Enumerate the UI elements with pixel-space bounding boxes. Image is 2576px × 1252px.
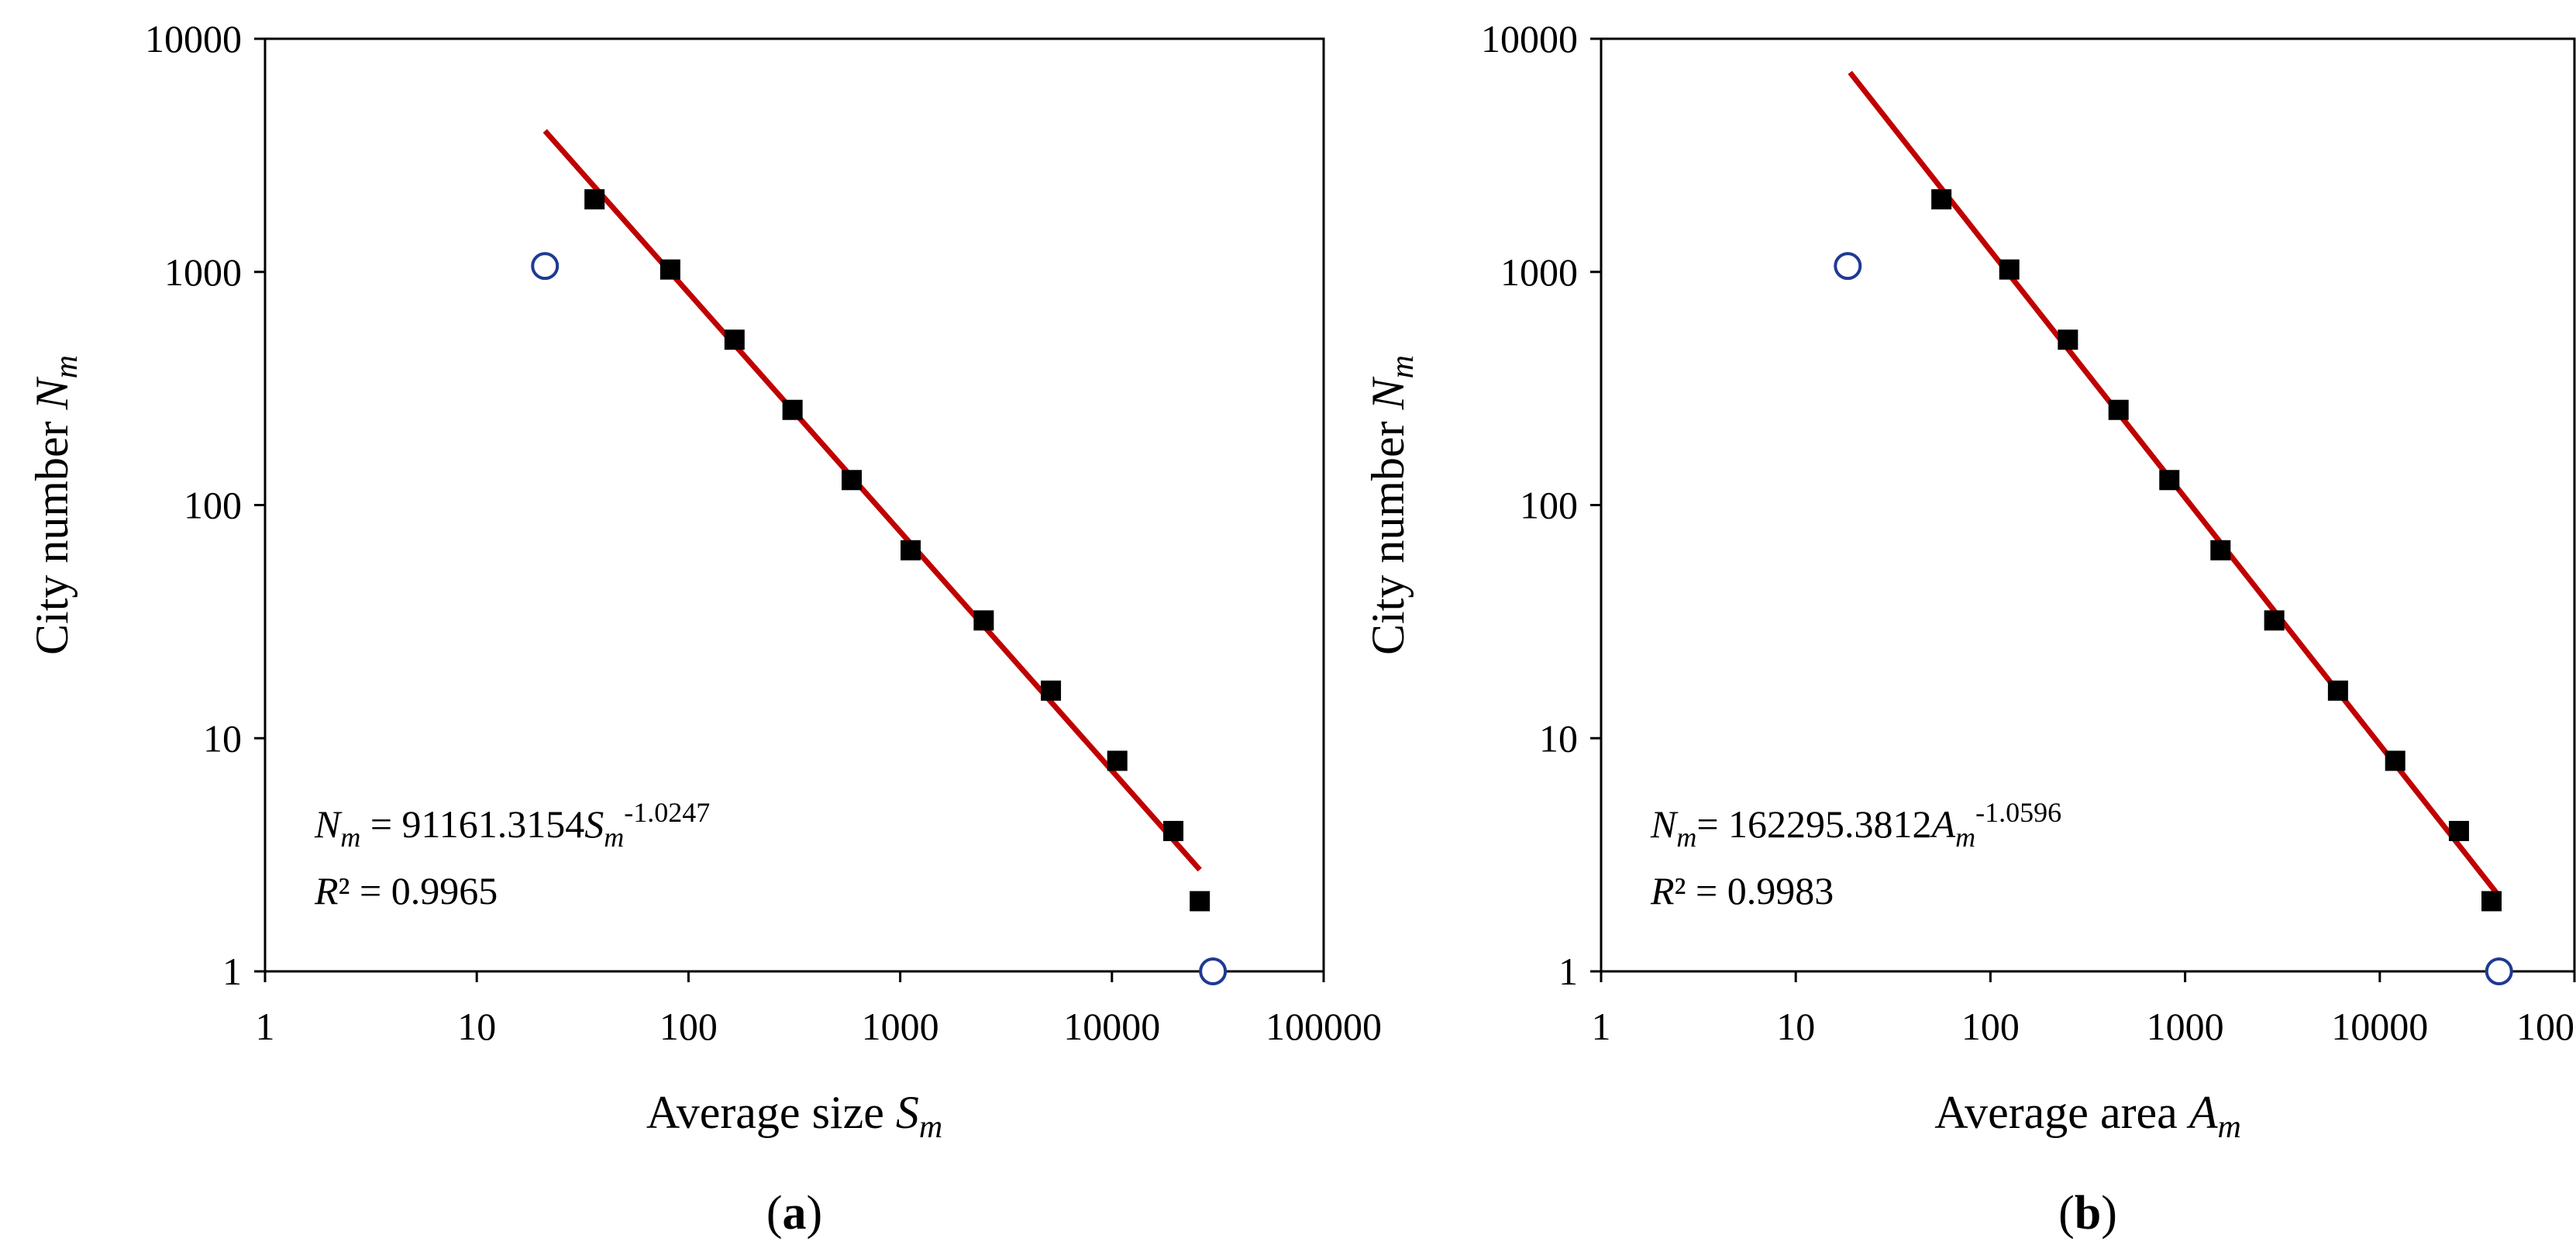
data-point-square xyxy=(2108,399,2129,420)
r2-value: ² = 0.9983 xyxy=(1675,869,1834,912)
data-point-square xyxy=(2159,470,2180,491)
y-axis-title-text: City number xyxy=(26,409,77,655)
data-point-square xyxy=(782,399,803,420)
regression-equation: Nm = 91161.3154Sm-1.0247 xyxy=(314,797,710,853)
data-point-square xyxy=(584,189,605,210)
x-axis-title-text: Average area xyxy=(1934,1087,2189,1138)
chart-panel-b: 1 10 100 1000 10000 100000 1 10 100 1000 10000 City… xyxy=(1362,17,2576,1240)
panel-label-letter: b xyxy=(2075,1187,2101,1240)
y-axis-title-var: N xyxy=(1362,376,1414,410)
x-axis-title-sub: m xyxy=(919,1109,942,1145)
y-tick-label: 10000 xyxy=(145,17,242,60)
data-point-circle xyxy=(1834,252,1862,281)
eq-lhs-sub: m xyxy=(340,822,360,853)
y-tick-label: 100 xyxy=(1520,484,1578,527)
y-tick-label: 1000 xyxy=(1500,250,1578,294)
data-point-square xyxy=(659,259,680,280)
eq-coefficient: = 162295.3812 xyxy=(1696,802,1931,846)
y-tick-label: 1000 xyxy=(164,250,242,294)
y-tick-label: 1 xyxy=(1558,950,1578,993)
x-axis-title-text: Average size xyxy=(646,1087,896,1138)
panel-label-paren: ) xyxy=(2101,1187,2117,1240)
r2-var: R xyxy=(314,869,339,912)
data-point-square xyxy=(1163,820,1184,841)
data-point-circle xyxy=(1199,957,1228,985)
x-tick-label: 100000 xyxy=(1266,1005,1382,1048)
eq-lhs-var: N xyxy=(1650,802,1679,846)
data-point-square xyxy=(1999,259,2020,280)
panel-label-paren: ( xyxy=(766,1187,783,1240)
y-axis-title-sub: m xyxy=(1385,355,1421,378)
x-axis-title-sub: m xyxy=(2217,1109,2240,1145)
data-point-square xyxy=(1107,750,1128,771)
eq-rhs-sub: m xyxy=(1955,822,1975,853)
y-axis-title: City number Nm xyxy=(26,355,84,655)
data-point-square xyxy=(2385,750,2406,771)
data-point-square xyxy=(2264,610,2285,631)
r2-var: R xyxy=(1650,869,1675,912)
data-point-square xyxy=(841,470,862,491)
data-point-square xyxy=(1041,680,1062,701)
x-axis-title-var: A xyxy=(2186,1087,2218,1138)
eq-rhs-sub: m xyxy=(604,822,624,853)
data-point-square xyxy=(2481,891,2502,912)
x-tick-label: 10000 xyxy=(2331,1005,2428,1048)
y-tick-label: 100 xyxy=(184,484,242,527)
eq-lhs-var: N xyxy=(314,802,343,846)
r2-value: ² = 0.9965 xyxy=(339,869,498,912)
panel-label: (a) xyxy=(766,1187,822,1240)
y-axis-title-text: City number xyxy=(1362,409,1414,655)
y-axis-title-var: N xyxy=(26,376,77,410)
eq-coefficient: = 91161.3154 xyxy=(360,802,584,846)
eq-lhs-sub: m xyxy=(1676,822,1696,853)
x-tick-label: 100 xyxy=(659,1005,718,1048)
eq-rhs-var: S xyxy=(584,802,604,846)
y-tick-label: 10000 xyxy=(1481,17,1578,60)
y-axis-title: City number Nm xyxy=(1362,355,1421,655)
data-point-square xyxy=(2058,329,2078,350)
data-point-square xyxy=(724,329,745,350)
x-tick-label: 100000 xyxy=(2516,1005,2576,1048)
eq-exponent: -1.0247 xyxy=(624,797,710,828)
data-point-square xyxy=(1931,189,1952,210)
data-point-square xyxy=(2448,820,2469,841)
eq-exponent: -1.0596 xyxy=(1975,797,2061,828)
x-tick-label: 10000 xyxy=(1063,1005,1160,1048)
chart-panel-a: 1 10 100 1000 10000 100000 1 10 100 1000 10000 City… xyxy=(26,17,1382,1240)
x-tick-label: 1000 xyxy=(862,1005,939,1048)
x-tick-label: 100 xyxy=(1961,1005,2020,1048)
data-point-square xyxy=(1190,891,1211,912)
x-tick-label: 1 xyxy=(1592,1005,1611,1048)
panel-label-paren: ( xyxy=(2058,1187,2075,1240)
y-tick-label: 10 xyxy=(203,716,242,760)
y-tick-label: 1 xyxy=(222,950,242,993)
panel-label-paren: ) xyxy=(807,1187,823,1240)
y-axis-title-sub: m xyxy=(49,355,84,378)
x-tick-label: 1 xyxy=(256,1005,275,1048)
data-point-circle xyxy=(531,252,560,281)
eq-rhs-var: A xyxy=(1930,802,1956,846)
data-point-square xyxy=(901,540,921,560)
panel-label-letter: a xyxy=(783,1187,807,1240)
x-axis-title-var: S xyxy=(896,1087,919,1138)
x-tick-label: 1000 xyxy=(2147,1005,2224,1048)
data-point-circle xyxy=(2485,957,2513,985)
data-point-square xyxy=(2210,540,2231,560)
x-tick-label: 10 xyxy=(1776,1005,1815,1048)
x-axis-title: Average size Sm xyxy=(646,1087,942,1145)
x-tick-label: 10 xyxy=(457,1005,496,1048)
y-tick-label: 10 xyxy=(1539,716,1578,760)
data-point-square xyxy=(2327,680,2348,701)
fit-line xyxy=(542,129,1202,872)
x-axis-title: Average area Am xyxy=(1934,1087,2241,1145)
data-point-square xyxy=(973,610,994,631)
panel-label: (b) xyxy=(2058,1187,2117,1240)
r-squared: R² = 0.9983 xyxy=(1650,869,1834,912)
r-squared: R² = 0.9965 xyxy=(314,869,498,912)
regression-equation: Nm= 162295.3812Am-1.0596 xyxy=(1650,797,2061,853)
